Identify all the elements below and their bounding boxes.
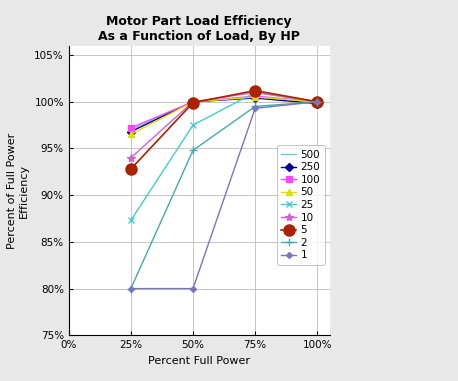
Y-axis label: Percent of Full Power
Efficiency: Percent of Full Power Efficiency bbox=[7, 132, 29, 249]
100 bbox=[190, 99, 196, 104]
Line: 25: 25 bbox=[127, 89, 321, 224]
Legend: 500, 250, 100, 50, 25, 10, 5, 2, 1: 500, 250, 100, 50, 25, 10, 5, 2, 1 bbox=[277, 146, 325, 264]
250 bbox=[315, 101, 320, 106]
500 bbox=[315, 99, 320, 104]
100 bbox=[252, 94, 258, 98]
25 bbox=[128, 218, 134, 223]
1 bbox=[315, 99, 320, 104]
5 bbox=[315, 99, 320, 104]
5 bbox=[190, 101, 196, 105]
5 bbox=[252, 88, 258, 93]
50 bbox=[252, 95, 258, 99]
100 bbox=[128, 126, 134, 130]
500 bbox=[190, 99, 196, 104]
Line: 500: 500 bbox=[131, 97, 317, 130]
250 bbox=[190, 99, 196, 104]
Line: 2: 2 bbox=[127, 98, 322, 293]
1 bbox=[252, 106, 258, 110]
Line: 250: 250 bbox=[128, 95, 320, 134]
1 bbox=[128, 286, 134, 291]
100 bbox=[315, 99, 320, 104]
10 bbox=[190, 99, 196, 104]
10 bbox=[315, 99, 320, 104]
2 bbox=[190, 148, 196, 153]
2 bbox=[128, 286, 134, 291]
25 bbox=[252, 90, 258, 95]
2 bbox=[315, 99, 320, 104]
50 bbox=[128, 132, 134, 137]
50 bbox=[190, 99, 196, 104]
5 bbox=[128, 167, 134, 171]
250 bbox=[128, 130, 134, 134]
Title: Motor Part Load Efficiency
As a Function of Load, By HP: Motor Part Load Efficiency As a Function… bbox=[98, 15, 300, 43]
1 bbox=[190, 286, 196, 291]
X-axis label: Percent Full Power: Percent Full Power bbox=[148, 356, 250, 366]
500 bbox=[128, 128, 134, 132]
Line: 5: 5 bbox=[125, 85, 323, 174]
50 bbox=[315, 99, 320, 104]
Line: 50: 50 bbox=[128, 94, 320, 137]
Line: 100: 100 bbox=[128, 93, 320, 131]
Line: 1: 1 bbox=[129, 100, 319, 291]
10 bbox=[252, 90, 258, 95]
25 bbox=[190, 123, 196, 127]
500 bbox=[252, 95, 258, 99]
250 bbox=[252, 96, 258, 100]
Line: 10: 10 bbox=[127, 88, 322, 162]
2 bbox=[252, 104, 258, 109]
10 bbox=[128, 155, 134, 160]
25 bbox=[315, 99, 320, 104]
